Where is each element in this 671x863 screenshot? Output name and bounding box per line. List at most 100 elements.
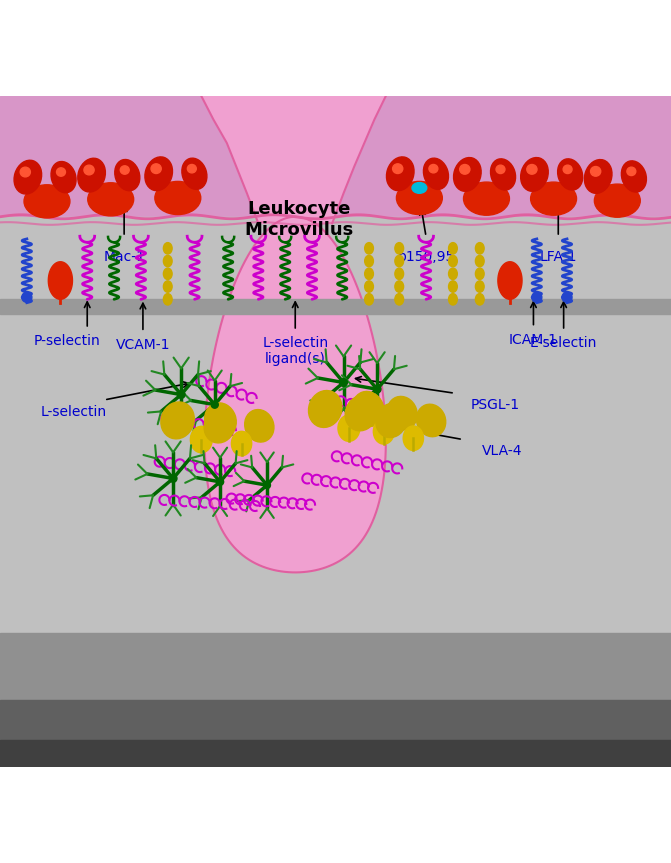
- Bar: [0, 217, 671, 673]
- Bar: [0, 700, 671, 746]
- Text: VCAM-1: VCAM-1: [115, 337, 170, 351]
- Ellipse shape: [491, 159, 515, 190]
- Ellipse shape: [245, 410, 274, 442]
- Ellipse shape: [496, 165, 505, 173]
- Ellipse shape: [204, 409, 235, 443]
- Ellipse shape: [164, 255, 172, 267]
- Ellipse shape: [531, 182, 576, 215]
- Ellipse shape: [352, 392, 384, 426]
- Ellipse shape: [56, 167, 66, 176]
- Polygon shape: [201, 96, 386, 224]
- Ellipse shape: [448, 268, 458, 280]
- Circle shape: [211, 401, 218, 408]
- Ellipse shape: [563, 165, 572, 173]
- Ellipse shape: [595, 184, 640, 217]
- Ellipse shape: [475, 293, 484, 305]
- Bar: [0, 740, 671, 767]
- Ellipse shape: [191, 426, 212, 453]
- Ellipse shape: [558, 159, 582, 190]
- Ellipse shape: [187, 165, 197, 173]
- Ellipse shape: [448, 255, 458, 267]
- Text: Mac-1: Mac-1: [103, 250, 145, 264]
- Ellipse shape: [395, 280, 403, 293]
- Text: L-selectin
ligand(s): L-selectin ligand(s): [262, 337, 328, 367]
- Ellipse shape: [531, 293, 542, 302]
- Ellipse shape: [365, 268, 373, 280]
- Ellipse shape: [231, 432, 252, 456]
- Ellipse shape: [448, 280, 458, 293]
- Ellipse shape: [182, 158, 207, 189]
- Ellipse shape: [365, 255, 373, 267]
- Circle shape: [373, 386, 381, 393]
- Ellipse shape: [621, 161, 646, 192]
- Ellipse shape: [205, 403, 236, 438]
- Text: Leukocyte
Microvillus: Leukocyte Microvillus: [244, 200, 353, 239]
- Ellipse shape: [21, 293, 32, 302]
- Text: PSGL-1: PSGL-1: [470, 398, 520, 412]
- Ellipse shape: [475, 243, 484, 254]
- Circle shape: [169, 475, 177, 482]
- Ellipse shape: [365, 243, 373, 254]
- Circle shape: [340, 379, 348, 387]
- Ellipse shape: [395, 255, 403, 267]
- Ellipse shape: [115, 160, 140, 191]
- Ellipse shape: [14, 161, 42, 194]
- Ellipse shape: [590, 167, 601, 176]
- Ellipse shape: [475, 268, 484, 280]
- Ellipse shape: [145, 157, 172, 191]
- Ellipse shape: [51, 161, 76, 192]
- Ellipse shape: [164, 243, 172, 254]
- Ellipse shape: [164, 293, 172, 305]
- Ellipse shape: [397, 181, 442, 215]
- Ellipse shape: [373, 419, 395, 444]
- Ellipse shape: [386, 157, 414, 191]
- Circle shape: [217, 478, 223, 485]
- Ellipse shape: [527, 165, 537, 174]
- Ellipse shape: [454, 158, 481, 192]
- Ellipse shape: [395, 243, 403, 254]
- Text: E-selectin: E-selectin: [530, 337, 597, 350]
- Ellipse shape: [475, 280, 484, 293]
- Ellipse shape: [403, 426, 423, 450]
- Polygon shape: [205, 217, 386, 572]
- Ellipse shape: [155, 181, 201, 215]
- Ellipse shape: [584, 160, 612, 193]
- Ellipse shape: [365, 293, 373, 305]
- Ellipse shape: [423, 158, 448, 189]
- Ellipse shape: [78, 158, 105, 192]
- Ellipse shape: [393, 164, 403, 173]
- Ellipse shape: [395, 268, 403, 280]
- Ellipse shape: [345, 395, 377, 431]
- Circle shape: [264, 482, 270, 488]
- Bar: [0, 96, 671, 217]
- Ellipse shape: [309, 391, 342, 427]
- Text: VLA-4: VLA-4: [482, 444, 522, 457]
- Text: LFA-1: LFA-1: [539, 250, 577, 264]
- Ellipse shape: [161, 402, 195, 439]
- Text: ICAM-1: ICAM-1: [509, 333, 558, 347]
- Polygon shape: [498, 261, 522, 299]
- Ellipse shape: [338, 415, 360, 441]
- Ellipse shape: [475, 255, 484, 267]
- Ellipse shape: [448, 293, 458, 305]
- Circle shape: [177, 391, 185, 399]
- Ellipse shape: [151, 164, 161, 173]
- Ellipse shape: [417, 404, 446, 437]
- Ellipse shape: [412, 183, 427, 193]
- Ellipse shape: [395, 293, 403, 305]
- Ellipse shape: [464, 182, 509, 215]
- Ellipse shape: [88, 183, 134, 216]
- Polygon shape: [48, 261, 72, 299]
- Ellipse shape: [448, 243, 458, 254]
- Ellipse shape: [460, 165, 470, 174]
- Ellipse shape: [429, 165, 438, 173]
- Text: p150,95: p150,95: [397, 250, 455, 264]
- Bar: [0, 633, 671, 714]
- Ellipse shape: [521, 158, 548, 192]
- Ellipse shape: [84, 165, 94, 175]
- Ellipse shape: [164, 268, 172, 280]
- Ellipse shape: [365, 280, 373, 293]
- Text: P-selectin: P-selectin: [34, 334, 101, 348]
- Ellipse shape: [20, 167, 30, 177]
- Ellipse shape: [120, 166, 130, 174]
